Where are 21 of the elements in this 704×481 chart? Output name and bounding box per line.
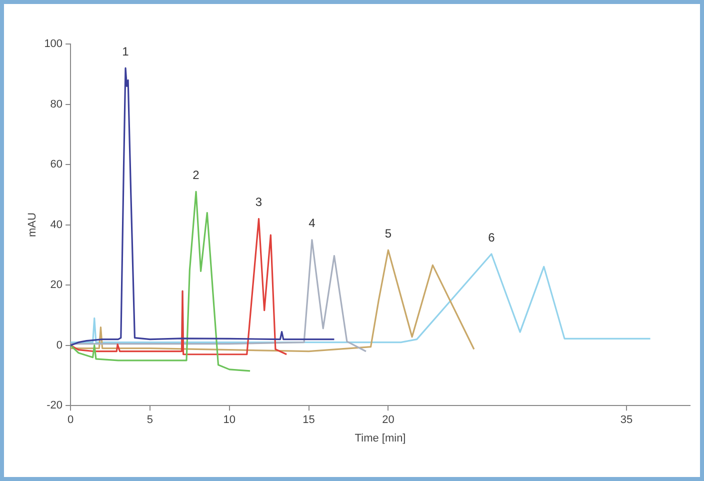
x-tick-label: 15 [302,414,315,426]
annotation: 5 [384,226,392,240]
y-axis-title: mAU [26,212,39,238]
annotation: 3 [255,195,262,210]
annotation: 6 [488,230,496,244]
x-tick-label: 35 [620,414,633,426]
x-axis-title: Time [min] [354,432,406,444]
y-tick-label: 60 [50,158,63,171]
y-tick-label: 0 [56,339,63,352]
x-tick-label: 5 [146,414,154,426]
x-tick-label: 0 [67,414,74,426]
annotation: 2 [192,168,200,182]
y-tick-label: -20 [46,400,63,412]
annotation: 4 [308,216,316,230]
y-tick-label: 20 [50,279,63,292]
y-tick-label: 40 [50,218,63,231]
annotation: 1 [122,44,130,58]
y-tick-label: 100 [44,38,63,50]
x-tick-label: 20 [382,414,394,426]
y-tick-label: 80 [50,98,63,110]
x-tick-label: 10 [223,414,236,426]
